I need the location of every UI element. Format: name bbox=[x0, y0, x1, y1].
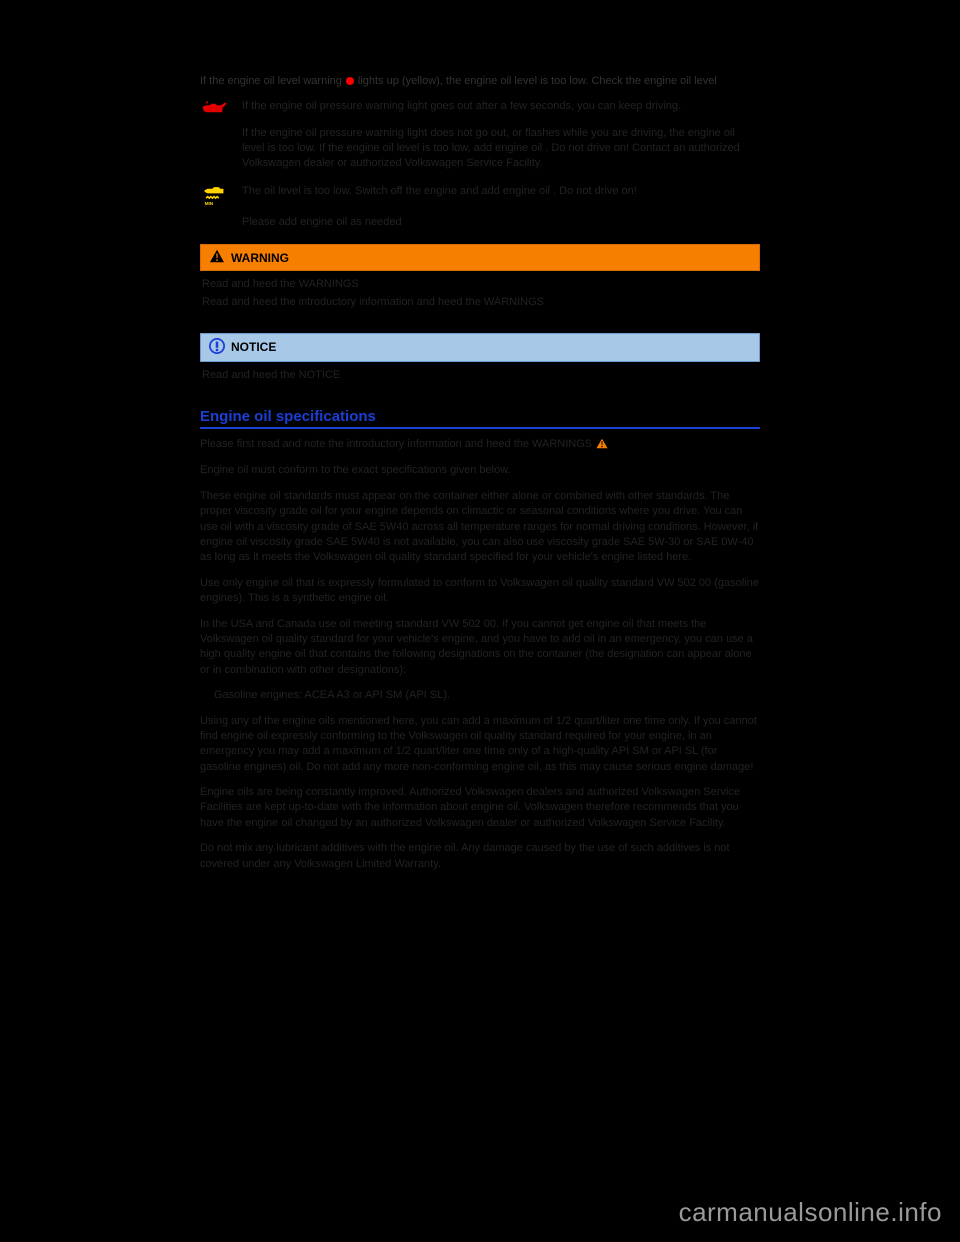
oil-pressure-cont: If the engine oil pressure warning light… bbox=[242, 126, 760, 171]
notice-callout: NOTICE Read and heed the NOTICE bbox=[200, 333, 760, 400]
header-intro: If the engine oil level warning bbox=[200, 75, 342, 87]
spec-warn-text: Please first read and note the introduct… bbox=[200, 437, 592, 452]
para-2: These engine oil standards must appear o… bbox=[200, 489, 760, 566]
warning-header: WARNING bbox=[200, 244, 760, 271]
oil-can-red-icon bbox=[200, 99, 228, 122]
notice-label: NOTICE bbox=[231, 340, 276, 354]
notice-line1: Read and heed the NOTICE bbox=[202, 368, 758, 383]
notice-body: Read and heed the NOTICE bbox=[200, 362, 760, 400]
warning-line2: Read and heed the introductory informati… bbox=[202, 295, 758, 310]
oil-pressure-text: If the engine oil pressure warning light… bbox=[242, 99, 760, 114]
notice-header: NOTICE bbox=[200, 333, 760, 362]
watermark: carmanualsonline.info bbox=[679, 1197, 942, 1228]
warning-callout: WARNING Read and heed the WARNINGS Read … bbox=[200, 244, 760, 327]
oil-pressure-before: If the engine oil pressure warning light bbox=[242, 100, 430, 112]
para-7: Do not mix any lubricant additives with … bbox=[200, 841, 760, 872]
para-5: Using any of the engine oils mentioned h… bbox=[200, 714, 760, 776]
section-title: Engine oil specifications bbox=[200, 408, 760, 429]
spec-warning-line: Please first read and note the introduct… bbox=[200, 437, 760, 454]
warning-line1: Read and heed the WARNINGS bbox=[202, 277, 758, 292]
page-content: If the engine oil level warning lights u… bbox=[0, 0, 960, 872]
warning-body: Read and heed the WARNINGS Read and heed… bbox=[200, 271, 760, 327]
red-dot-icon bbox=[346, 77, 354, 85]
para-1: Engine oil must conform to the exact spe… bbox=[200, 463, 760, 478]
oil-pressure-row: If the engine oil pressure warning light… bbox=[200, 99, 760, 122]
para-6: Engine oils are being constantly improve… bbox=[200, 785, 760, 831]
oil-level-yellow-icon: MIN bbox=[200, 184, 228, 211]
para-3: Use only engine oil that is expressly fo… bbox=[200, 576, 760, 607]
header-line: If the engine oil level warning lights u… bbox=[200, 75, 760, 87]
warning-label: WARNING bbox=[231, 251, 289, 265]
warning-triangle-icon bbox=[209, 249, 225, 266]
oil-pressure-after: goes out after a few seconds, you can ke… bbox=[430, 100, 681, 112]
para-4: In the USA and Canada use oil meeting st… bbox=[200, 617, 760, 679]
oil-level-text: The oil level is too low. Switch off the… bbox=[242, 184, 760, 199]
notice-circle-icon bbox=[209, 338, 225, 357]
svg-text:MIN: MIN bbox=[205, 202, 214, 207]
oil-level-cont: Please add engine oil as needed bbox=[242, 215, 760, 230]
warning-triangle-small-icon bbox=[596, 437, 608, 454]
header-after: lights up (yellow), the engine oil level… bbox=[358, 75, 717, 87]
oil-level-row: MIN The oil level is too low. Switch off… bbox=[200, 184, 760, 211]
bullet-1: Gasoline engines: ACEA A3 or API SM (API… bbox=[214, 688, 760, 703]
